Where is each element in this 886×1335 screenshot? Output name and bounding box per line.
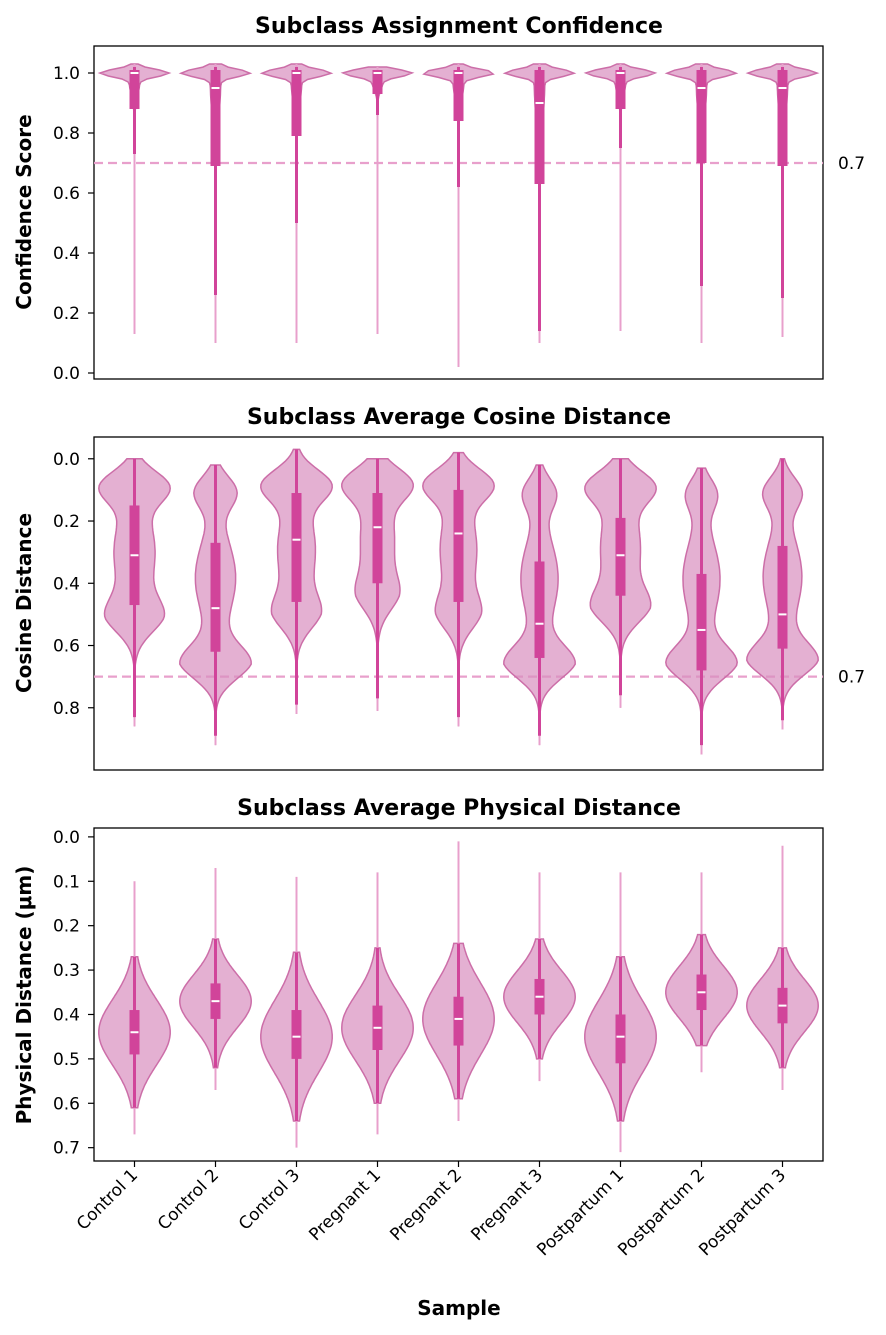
violin-2 xyxy=(179,464,252,746)
violin-5 xyxy=(422,451,495,727)
y-tick-label: 0.0 xyxy=(53,364,80,384)
iqr-box xyxy=(291,70,302,136)
violin-8 xyxy=(665,467,738,755)
y-tick-label: 1.0 xyxy=(53,64,80,84)
panel-physical-distance: Subclass Average Physical Distance Physi… xyxy=(12,796,824,1167)
iqr-box xyxy=(129,70,140,109)
iqr-box xyxy=(372,493,383,584)
violin-3 xyxy=(260,876,333,1148)
iqr-box xyxy=(777,70,788,166)
iqr-box xyxy=(372,70,383,94)
violin-6 xyxy=(502,63,577,343)
violin-9 xyxy=(746,458,819,730)
x-axis: Sample Control 1 Control 2 Control 3 Pregna… xyxy=(73,1165,790,1320)
panel-title: Subclass Average Cosine Distance xyxy=(247,405,671,430)
violin-6 xyxy=(503,464,576,746)
threshold-label: 0.7 xyxy=(838,668,865,688)
iqr-box xyxy=(291,1010,302,1059)
violin-9 xyxy=(745,63,820,337)
x-tick-label: Postpartum 3 xyxy=(695,1165,790,1260)
violin-3 xyxy=(259,63,334,343)
violin-4 xyxy=(341,458,414,711)
iqr-box xyxy=(777,545,788,649)
y-tick-label: 0.1 xyxy=(53,872,80,892)
iqr-box xyxy=(615,1014,626,1064)
violin-4 xyxy=(340,66,415,334)
iqr-box xyxy=(210,542,221,652)
y-tick-label: 0.8 xyxy=(53,699,80,719)
y-tick-label: 0.0 xyxy=(53,450,80,470)
y-tick-label: 0.8 xyxy=(53,124,80,144)
x-tick-label: Control 1 xyxy=(73,1165,142,1234)
y-tick-label: 0.7 xyxy=(53,1139,80,1159)
iqr-box xyxy=(291,493,302,602)
x-tick-label: Control 3 xyxy=(235,1165,304,1234)
violin-9 xyxy=(746,845,819,1090)
violin-2 xyxy=(178,63,253,343)
y-tick-label: 0.4 xyxy=(53,574,80,594)
violin-8 xyxy=(665,872,738,1073)
panel-confidence: Subclass Assignment Confidence Confidenc… xyxy=(12,14,865,384)
violin-1 xyxy=(98,458,171,727)
violin-7 xyxy=(584,872,657,1153)
panel-title: Subclass Assignment Confidence xyxy=(255,14,663,39)
iqr-box xyxy=(696,70,707,163)
y-tick-label: 0.6 xyxy=(53,184,80,204)
iqr-box xyxy=(534,561,545,658)
violin-5 xyxy=(422,841,495,1122)
x-tick-label: Pregnant 1 xyxy=(305,1165,385,1245)
iqr-box xyxy=(615,517,626,596)
y-tick-label: 0.2 xyxy=(53,917,80,937)
y-tick-label: 0.2 xyxy=(53,512,80,532)
y-tick-label: 0.4 xyxy=(53,1005,80,1025)
violin-3 xyxy=(260,448,333,714)
panel-cosine-distance: Subclass Average Cosine Distance Cosine … xyxy=(12,405,865,771)
y-tick-label: 0.6 xyxy=(53,637,80,657)
y-tick-label: 0.6 xyxy=(53,1094,80,1114)
violin-1 xyxy=(97,63,172,334)
panel-title: Subclass Average Physical Distance xyxy=(237,796,681,821)
violin-8 xyxy=(664,63,739,343)
iqr-box xyxy=(210,70,221,166)
iqr-box xyxy=(696,573,707,671)
y-tick-label: 0.2 xyxy=(53,304,80,324)
y-axis-label: Physical Distance (μm) xyxy=(12,866,36,1125)
iqr-box xyxy=(453,489,464,602)
y-tick-label: 0.5 xyxy=(53,1050,80,1070)
iqr-box xyxy=(453,996,464,1046)
violin-6 xyxy=(503,872,576,1082)
violin-4 xyxy=(341,872,414,1135)
axes-frame xyxy=(93,45,824,380)
x-axis-label: Sample xyxy=(417,1296,500,1320)
iqr-box xyxy=(534,70,545,184)
iqr-box xyxy=(453,70,464,121)
axes-frame xyxy=(93,436,824,771)
y-axis-label: Confidence Score xyxy=(12,114,36,309)
violin-2 xyxy=(179,867,252,1090)
iqr-box xyxy=(615,70,626,109)
violin-7 xyxy=(584,458,657,708)
x-tick-label: Pregnant 3 xyxy=(467,1165,547,1245)
threshold-label: 0.7 xyxy=(838,154,865,174)
y-tick-label: 0.4 xyxy=(53,244,80,264)
x-tick-label: Pregnant 2 xyxy=(386,1165,466,1245)
y-tick-label: 0.3 xyxy=(53,961,80,981)
violin-7 xyxy=(583,63,658,331)
y-tick-label: 0.0 xyxy=(53,828,80,848)
y-axis-label: Cosine Distance xyxy=(12,513,36,693)
x-tick-label: Control 2 xyxy=(154,1165,223,1234)
violin-5 xyxy=(422,63,495,367)
violin-1 xyxy=(98,881,171,1135)
